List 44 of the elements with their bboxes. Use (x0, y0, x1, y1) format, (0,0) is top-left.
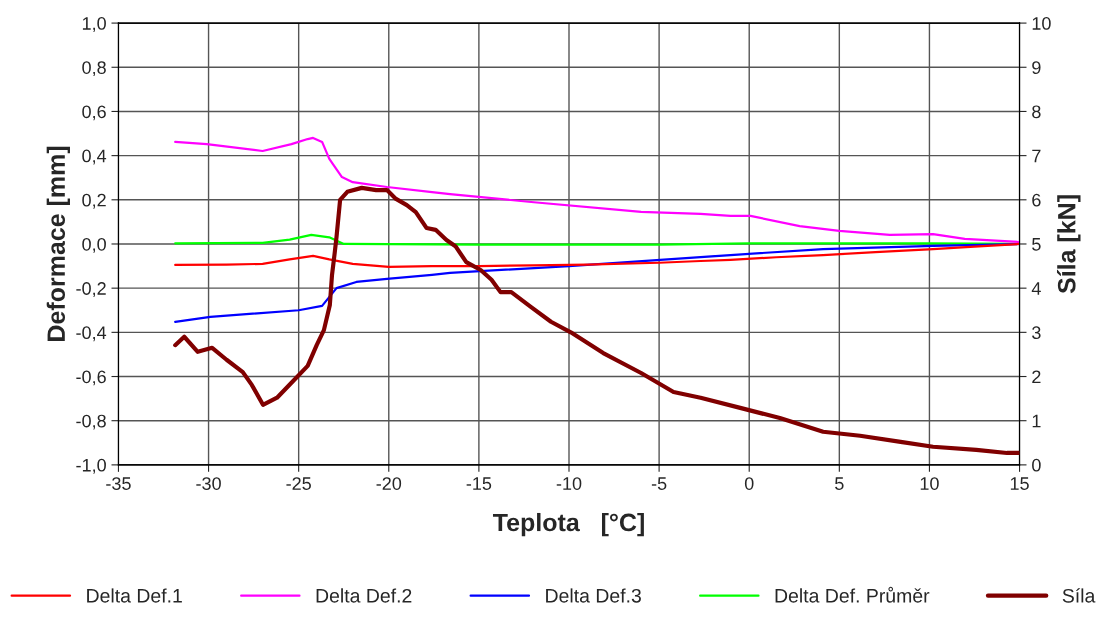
y-tick-label: -0,2 (76, 282, 106, 298)
y2-tick-label: 7 (1032, 149, 1041, 163)
x-tick-label: 5 (835, 477, 844, 490)
y-tick-label: -0,8 (76, 414, 106, 430)
x-tick-label: -30 (196, 477, 221, 490)
y2-tick-label: 8 (1032, 105, 1041, 119)
y-tick-label: 1,0 (82, 17, 106, 32)
y2-tick-label: 5 (1032, 238, 1041, 251)
x-tick-label: -25 (286, 477, 311, 490)
y-tick-label: -1,0 (76, 458, 106, 474)
y2-tick-label: 0 (1032, 458, 1041, 472)
x-tick-label: -10 (556, 477, 582, 490)
y-tick-label: -0,6 (76, 370, 106, 386)
y2-tick-label: 4 (1031, 282, 1041, 295)
y2-tick-label: 10 (1032, 17, 1051, 30)
legend-label: Síla (1062, 588, 1096, 603)
line-series (174, 242, 1020, 269)
x-tick-label: 15 (1010, 477, 1029, 490)
x-tick-label: 10 (920, 477, 939, 490)
y2-tick-label: 3 (1032, 326, 1041, 340)
x-tick-label: -35 (106, 477, 131, 490)
y-axis-title: Deformace [mm] (46, 146, 70, 341)
x-tick-label: -15 (466, 477, 492, 490)
y2-tick-label: 2 (1032, 370, 1041, 384)
legend-label: Delta Def. Průměr (775, 586, 930, 603)
legend-label: Delta Def.3 (546, 588, 641, 603)
line-series (173, 185, 1020, 456)
legend-label: Delta Def.2 (316, 588, 412, 603)
x-tick-label: -20 (376, 477, 402, 490)
y2-tick-label: 1 (1032, 414, 1041, 428)
legend-label: Delta Def.1 (87, 588, 182, 603)
y2-tick-label: 9 (1032, 61, 1041, 74)
y-tick-label: -0,4 (76, 326, 107, 342)
y2-axis-title: Síla [kN] (1056, 195, 1081, 294)
y-tick-label: 0,2 (82, 193, 106, 209)
line-series (174, 136, 1020, 244)
x-axis-title: Teplota [°C] (492, 512, 644, 537)
x-tick-label: -5 (651, 477, 667, 490)
y2-tick-label: 6 (1032, 193, 1041, 207)
y-tick-label: 0,8 (82, 61, 106, 77)
y-tick-label: 0,4 (82, 149, 107, 165)
y-tick-label: 0,6 (82, 105, 106, 121)
x-tick-label: 0 (744, 477, 754, 490)
y-tick-label: 0,0 (82, 237, 106, 253)
